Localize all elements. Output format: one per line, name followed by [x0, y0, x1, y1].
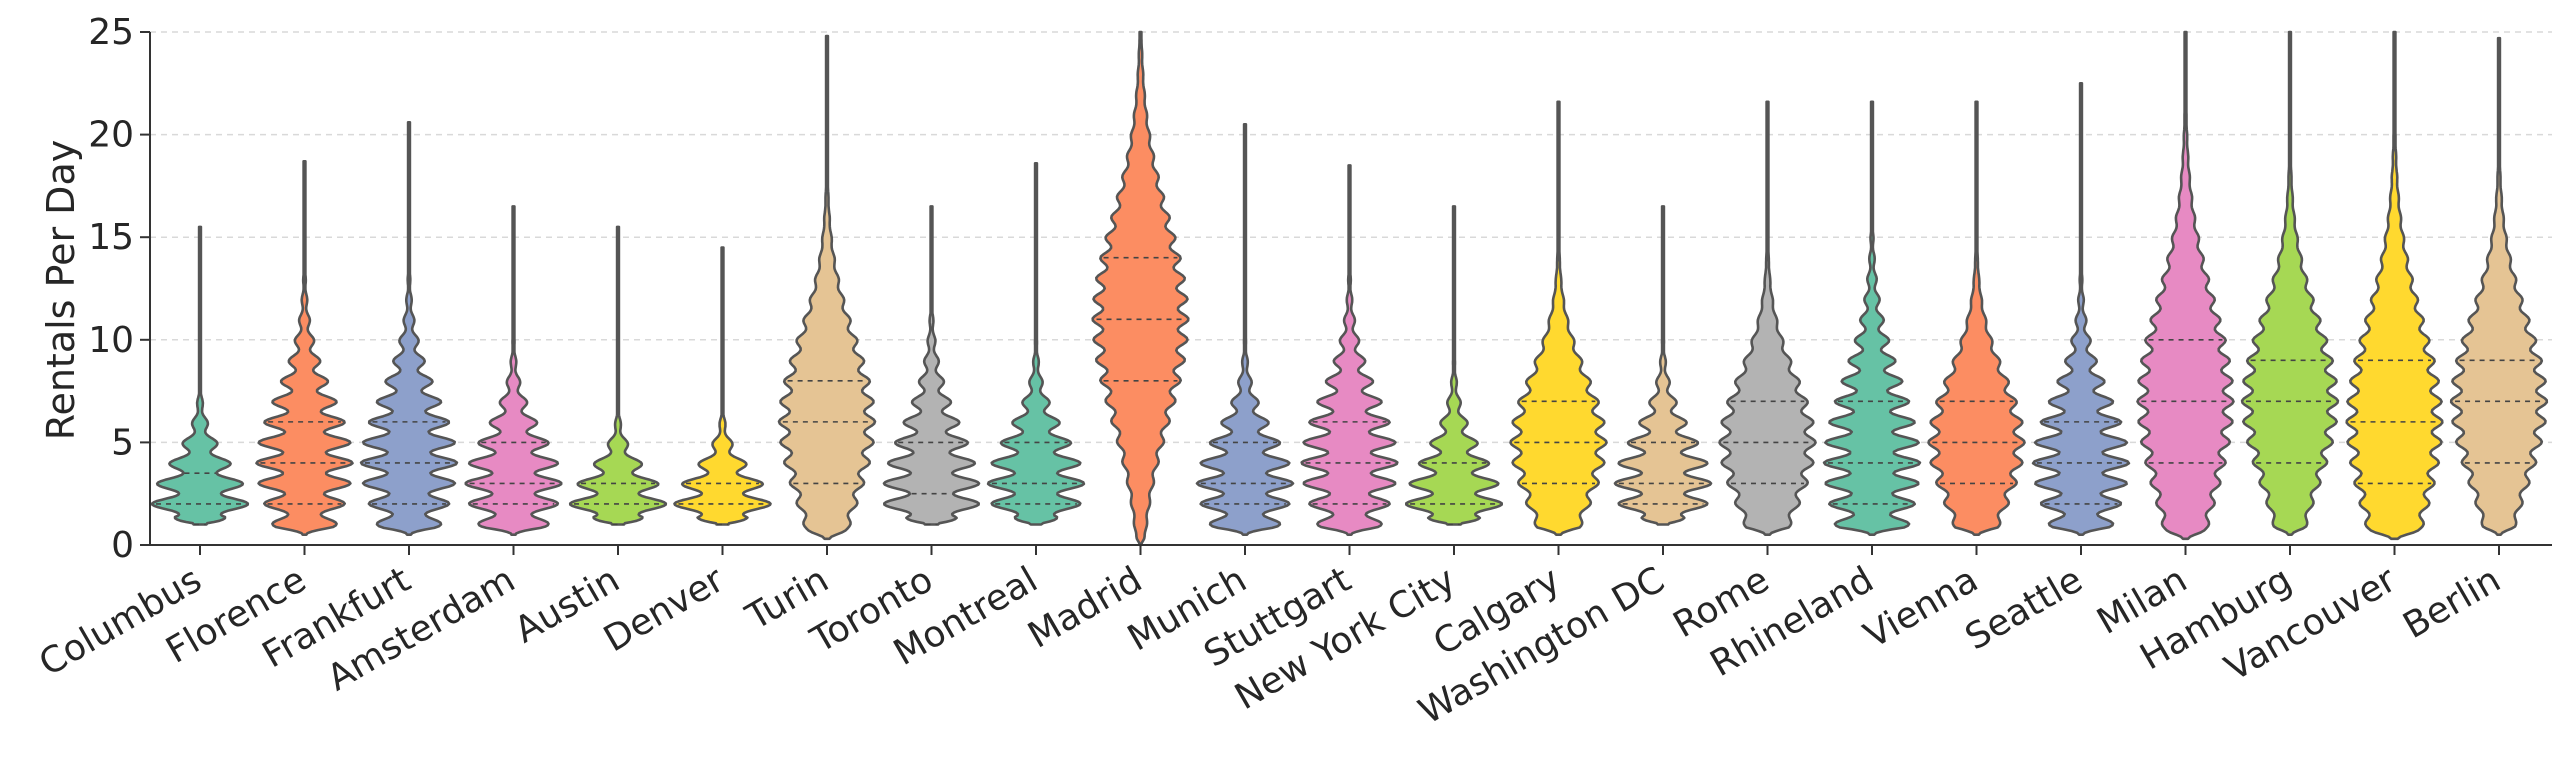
violin-turin	[777, 34, 877, 541]
y-tick-label: 0	[111, 525, 134, 566]
violin-rome	[1718, 100, 1817, 536]
y-tick-label: 25	[88, 12, 134, 53]
violin-montreal	[986, 162, 1086, 526]
y-tick-label: 5	[111, 422, 134, 463]
violin-austin	[568, 225, 668, 526]
violin-munich	[1195, 123, 1295, 536]
y-tick-label: 20	[88, 115, 134, 156]
violin-madrid	[1091, 30, 1190, 547]
violin-columbus	[150, 225, 250, 526]
violin-frankfurt	[359, 121, 459, 536]
x-tick-label: Berlin	[2397, 559, 2508, 647]
violin-florence	[255, 160, 354, 536]
y-tick-labels: 0 5 10 15 20 25	[88, 12, 150, 566]
y-axis-title: Rentals Per Day	[39, 140, 83, 440]
violin-toronto	[882, 205, 981, 526]
violin-vienna	[1927, 100, 2026, 536]
x-tick-labels: ColumbusFlorenceFrankfurtAmsterdamAustin…	[33, 545, 2508, 733]
violin-calgary	[1509, 100, 1608, 536]
violin-denver	[673, 246, 772, 526]
axes	[149, 32, 2552, 546]
violin-seattle	[2031, 82, 2131, 536]
violin-washington-dc	[1613, 205, 1713, 526]
violin-stuttgart	[1300, 164, 1399, 536]
x-tick-label: Vienna	[1857, 559, 1985, 656]
violin-amsterdam	[464, 205, 563, 536]
violin-hamburg	[2240, 30, 2340, 536]
violin-new-york-city	[1405, 205, 1503, 526]
x-tick-label: Denver	[597, 559, 731, 660]
y-tick-label: 10	[88, 320, 134, 361]
x-tick-label: Seattle	[1959, 559, 2090, 658]
y-tick-label: 15	[88, 217, 134, 258]
violin-series	[150, 30, 2549, 547]
violin-rhineland	[1822, 100, 1922, 536]
violin-vancouver	[2345, 30, 2444, 541]
x-tick-label: Madrid	[1021, 559, 1149, 656]
violin-milan	[2136, 30, 2235, 541]
violin-berlin	[2449, 36, 2549, 536]
